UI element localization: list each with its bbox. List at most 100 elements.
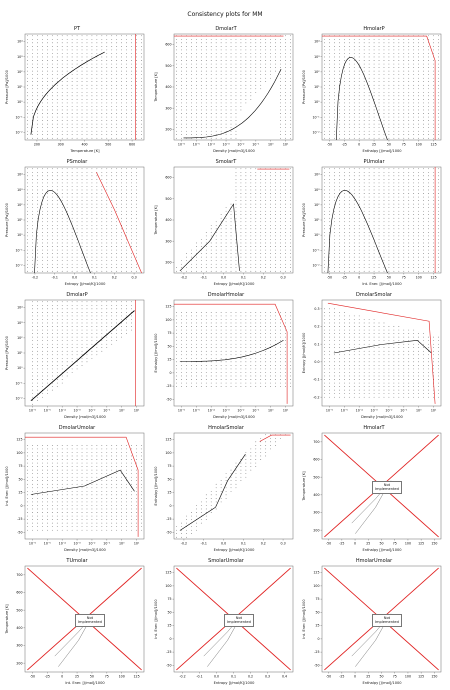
data-point <box>51 113 53 114</box>
data-point <box>56 270 58 272</box>
data-point <box>141 60 142 61</box>
data-point <box>205 88 207 90</box>
data-point <box>260 214 262 216</box>
data-point <box>388 46 390 47</box>
data-point <box>86 56 88 58</box>
data-point <box>280 53 281 54</box>
data-point <box>393 120 395 121</box>
data-point <box>358 42 360 44</box>
data-point <box>111 38 113 40</box>
data-point <box>438 196 439 198</box>
data-point <box>245 232 247 233</box>
data-point <box>61 239 63 240</box>
data-point <box>368 38 370 40</box>
data-point <box>61 217 63 219</box>
data-point <box>235 340 237 341</box>
data-point <box>37 84 38 86</box>
data-point <box>348 116 350 118</box>
data-point <box>71 186 73 187</box>
data-point <box>81 200 83 201</box>
data-point <box>42 326 43 327</box>
data-point <box>121 246 123 247</box>
data-point <box>76 214 78 216</box>
data-point <box>358 249 360 251</box>
data-point <box>200 343 202 345</box>
data-point <box>76 171 78 173</box>
data-point <box>348 63 350 65</box>
data-point <box>285 270 286 272</box>
data-point <box>46 109 48 111</box>
data-point <box>225 74 227 75</box>
data-point <box>61 267 63 269</box>
data-point <box>56 361 58 363</box>
data-point <box>131 42 132 44</box>
data-point <box>51 365 53 366</box>
data-point <box>339 53 340 54</box>
data-point <box>343 38 345 40</box>
data-point <box>66 221 68 223</box>
data-point <box>91 246 93 247</box>
data-point <box>363 239 365 240</box>
data-point <box>438 134 439 136</box>
data-point <box>225 350 227 352</box>
data-point <box>348 267 350 269</box>
data-point <box>433 88 434 90</box>
data-point <box>51 347 53 349</box>
data-point <box>240 99 242 100</box>
data-point <box>418 95 420 97</box>
data-point <box>111 249 113 251</box>
data-point <box>176 38 177 40</box>
data-point <box>46 49 48 51</box>
data-point <box>195 333 197 334</box>
x-tick-label: 0.2 <box>261 276 266 280</box>
plot-panel-PUmolar: -50 -25 0 25 50 75 100 125 10⁻² 10⁻¹ 10⁰ 10¹ 10² 10³ 1… <box>300 155 448 288</box>
data-point <box>106 221 108 223</box>
x-tick-label: 0 <box>358 143 360 147</box>
data-point <box>126 242 127 244</box>
data-point <box>195 375 197 377</box>
data-point <box>413 60 415 61</box>
data-point <box>76 123 78 125</box>
data-point <box>358 70 360 72</box>
data-point <box>200 242 202 244</box>
data-point <box>116 95 118 97</box>
data-point <box>398 270 400 272</box>
data-point <box>290 228 291 230</box>
data-point <box>329 106 330 107</box>
data-point <box>255 256 257 258</box>
data-point <box>225 42 227 44</box>
data-point <box>111 113 113 114</box>
data-point <box>230 228 232 230</box>
data-point <box>131 207 132 208</box>
data-point <box>106 242 108 244</box>
data-point <box>51 312 53 313</box>
data-point <box>51 123 53 125</box>
data-point <box>348 171 350 173</box>
data-point <box>215 386 217 387</box>
data-point <box>101 116 103 118</box>
data-point <box>37 171 38 173</box>
data-point <box>32 42 33 44</box>
data-point <box>383 179 385 180</box>
data-point <box>121 203 123 205</box>
data-point <box>56 70 58 72</box>
data-point <box>388 203 390 205</box>
data-point <box>280 116 281 118</box>
x-tick-label: 10¹ <box>134 409 140 413</box>
data-point <box>368 210 370 212</box>
data-point <box>235 84 237 86</box>
data-point <box>230 260 232 261</box>
data-point <box>56 354 58 356</box>
data-point <box>423 263 424 265</box>
data-point <box>176 46 177 47</box>
x-axis-label: Density [mol/m3]/1000 <box>64 415 106 419</box>
data-point <box>393 109 395 111</box>
data-point <box>240 361 242 363</box>
data-point <box>116 267 118 269</box>
data-point <box>42 368 43 370</box>
data-point <box>368 63 370 65</box>
data-point <box>76 130 78 132</box>
data-point <box>136 49 137 51</box>
data-point <box>56 175 58 177</box>
data-point <box>393 38 395 40</box>
